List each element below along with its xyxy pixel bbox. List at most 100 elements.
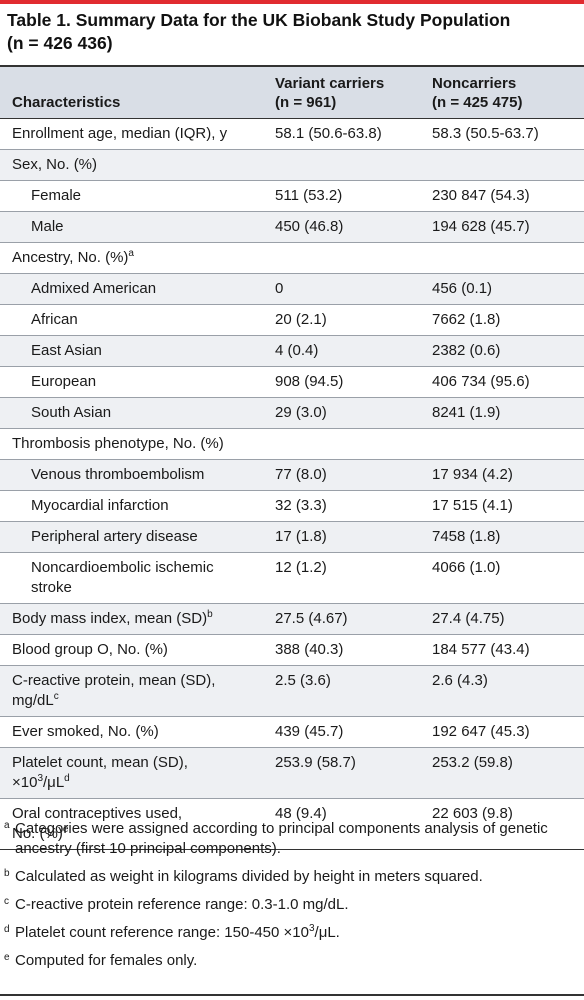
- variant-carriers-value: 12 (1.2): [265, 552, 422, 604]
- footnote: d Platelet count reference range: 150-45…: [4, 923, 340, 942]
- footnote-text: Platelet count reference range: 150-450 …: [15, 924, 309, 941]
- footnote-ref: b: [207, 609, 213, 620]
- header-variant-carriers-label: Variant carriers: [275, 75, 385, 92]
- row-label: Platelet count, mean (SD), ×103/μLd: [0, 747, 265, 799]
- variant-carriers-value: 511 (53.2): [265, 180, 422, 212]
- variant-carriers-value: 17 (1.8): [265, 521, 422, 553]
- table-row: Body mass index, mean (SD)b 27.5 (4.67) …: [0, 603, 584, 635]
- footnote-mark: b: [4, 868, 10, 879]
- variant-carriers-value: 27.5 (4.67): [265, 603, 422, 635]
- noncarriers-value: 8241 (1.9): [422, 397, 584, 429]
- row-label: Thrombosis phenotype, No. (%): [0, 428, 265, 460]
- table-row: Male 450 (46.8) 194 628 (45.7): [0, 211, 584, 243]
- variant-carriers-value: 253.9 (58.7): [265, 747, 422, 799]
- header-noncarriers-label: Noncarriers: [432, 75, 517, 92]
- variant-carriers-value: 4 (0.4): [265, 335, 422, 367]
- row-label: Myocardial infarction: [0, 490, 265, 522]
- noncarriers-value: 7662 (1.8): [422, 304, 584, 336]
- noncarriers-value: 27.4 (4.75): [422, 603, 584, 635]
- table-row: South Asian 29 (3.0) 8241 (1.9): [0, 397, 584, 429]
- footnote: e Computed for females only.: [0, 951, 584, 971]
- table-title-line-1: Table 1. Summary Data for the UK Biobank…: [7, 10, 511, 30]
- noncarriers-value: [422, 428, 584, 460]
- variant-carriers-value: [265, 149, 422, 181]
- footnote-mark: a: [4, 820, 10, 831]
- row-label: C-reactive protein, mean (SD), mg/dLc: [0, 665, 265, 717]
- noncarriers-value: 194 628 (45.7): [422, 211, 584, 243]
- row-label: Female: [0, 180, 265, 212]
- footnote-mark: d: [4, 924, 10, 935]
- footnote-ref: a: [128, 248, 134, 259]
- footnote: b Calculated as weight in kilograms divi…: [0, 867, 584, 887]
- footnote-text: C-reactive protein reference range: 0.3-…: [15, 896, 349, 913]
- table-row: Ever smoked, No. (%) 439 (45.7) 192 647 …: [0, 716, 584, 748]
- noncarriers-value: 58.3 (50.5-63.7): [422, 118, 584, 150]
- footnote-text: Categories were assigned according to pr…: [15, 820, 548, 857]
- footnotes: a Categories were assigned according to …: [0, 819, 584, 979]
- noncarriers-value: 22 603 (9.8): [422, 798, 584, 850]
- variant-carriers-value: 388 (40.3): [265, 634, 422, 666]
- row-label: Ever smoked, No. (%): [0, 716, 265, 748]
- variant-carriers-value: 58.1 (50.6-63.8): [265, 118, 422, 150]
- noncarriers-value: [422, 242, 584, 274]
- header-noncarriers-n: (n = 425 475): [432, 94, 523, 111]
- row-label: Body mass index, mean (SD)b: [0, 603, 265, 635]
- noncarriers-value: 184 577 (43.4): [422, 634, 584, 666]
- table-row: Thrombosis phenotype, No. (%): [0, 428, 584, 460]
- variant-carriers-value: 29 (3.0): [265, 397, 422, 429]
- row-label: African: [0, 304, 265, 336]
- row-label: Enrollment age, median (IQR), y: [0, 118, 265, 150]
- table-row: Venous thromboembolism 77 (8.0) 17 934 (…: [0, 459, 584, 491]
- variant-carriers-value: 32 (3.3): [265, 490, 422, 522]
- table-row: Peripheral artery disease 17 (1.8) 7458 …: [0, 521, 584, 553]
- footnote: c C-reactive protein reference range: 0.…: [0, 895, 584, 915]
- table-row: Enrollment age, median (IQR), y 58.1 (50…: [0, 118, 584, 150]
- footnote-text: Calculated as weight in kilograms divide…: [15, 868, 483, 885]
- footnote-mark: c: [4, 896, 9, 907]
- table-row: East Asian 4 (0.4) 2382 (0.6): [0, 335, 584, 367]
- noncarriers-value: 17 515 (4.1): [422, 490, 584, 522]
- noncarriers-value: [422, 149, 584, 181]
- row-label: Male: [0, 211, 265, 243]
- noncarriers-value: 253.2 (59.8): [422, 747, 584, 799]
- noncarriers-value: 17 934 (4.2): [422, 459, 584, 491]
- row-label: Admixed American: [0, 273, 265, 305]
- row-label: Venous thromboembolism: [0, 459, 265, 491]
- table-row: Noncardioembolic ischemic stroke 12 (1.2)…: [0, 552, 584, 604]
- table-row: C-reactive protein, mean (SD), mg/dLc 2.5…: [0, 665, 584, 717]
- footnote: a Categories were assigned according to …: [0, 819, 584, 859]
- noncarriers-value: 406 734 (95.6): [422, 366, 584, 398]
- noncarriers-value: 2.6 (4.3): [422, 665, 584, 717]
- footnote-text: Computed for females only.: [15, 952, 198, 969]
- variant-carriers-value: 2.5 (3.6): [265, 665, 422, 717]
- row-label: Peripheral artery disease: [0, 521, 265, 553]
- noncarriers-value: 7458 (1.8): [422, 521, 584, 553]
- table-row: African 20 (2.1) 7662 (1.8): [0, 304, 584, 336]
- row-label: East Asian: [0, 335, 265, 367]
- variant-carriers-value: 0: [265, 273, 422, 305]
- row-label: Ancestry, No. (%)a: [0, 242, 265, 274]
- row-label: Noncardioembolic ischemic stroke: [0, 552, 265, 604]
- variant-carriers-value: 450 (46.8): [265, 211, 422, 243]
- footnote-mark: e: [4, 952, 10, 963]
- variant-carriers-value: [265, 428, 422, 460]
- table-row: Female 511 (53.2) 230 847 (54.3): [0, 180, 584, 212]
- table-row: European 908 (94.5) 406 734 (95.6): [0, 366, 584, 398]
- header-variant-carriers: Variant carriers (n = 961): [265, 65, 422, 119]
- table-title: Table 1. Summary Data for the UK Biobank…: [7, 9, 567, 55]
- noncarriers-value: 230 847 (54.3): [422, 180, 584, 212]
- header-variant-carriers-n: (n = 961): [275, 94, 337, 111]
- header-characteristics: Characteristics: [0, 65, 265, 119]
- noncarriers-value: 192 647 (45.3): [422, 716, 584, 748]
- footnote-ref: d: [64, 773, 70, 784]
- table-row: Sex, No. (%): [0, 149, 584, 181]
- variant-carriers-value: 77 (8.0): [265, 459, 422, 491]
- row-label: Sex, No. (%): [0, 149, 265, 181]
- variant-carriers-value: [265, 242, 422, 274]
- top-accent-rule: [0, 0, 584, 4]
- table-row: Platelet count, mean (SD), ×103/μLd 253.9…: [0, 747, 584, 799]
- row-label: Oral contraceptives used, No. (%)e: [0, 798, 265, 850]
- variant-carriers-value: 20 (2.1): [265, 304, 422, 336]
- variant-carriers-value: 908 (94.5): [265, 366, 422, 398]
- table-row: Blood group O, No. (%) 388 (40.3) 184 57…: [0, 634, 584, 666]
